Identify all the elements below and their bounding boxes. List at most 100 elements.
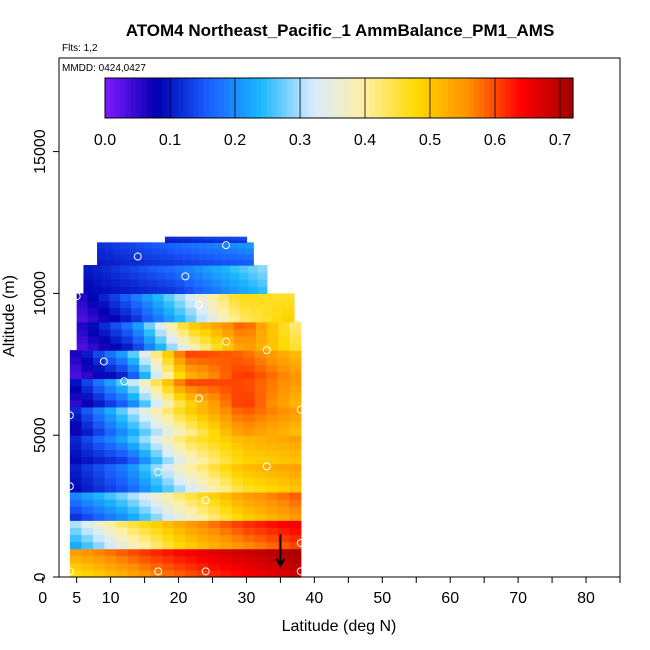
heatmap-cell-r4 [289, 435, 302, 443]
sample-point [296, 405, 305, 414]
heatmap-cell-r2 [208, 506, 221, 514]
heatmap-cell-r7 [208, 371, 221, 380]
heatmap-cell-r3 [162, 470, 175, 479]
heatmap-cell-r0 [150, 548, 163, 557]
heatmap-cell-r1 [69, 520, 83, 528]
heatmap-cell-r5 [289, 428, 302, 436]
heatmap-cell-r12 [173, 240, 178, 243]
heatmap-cell-r2 [289, 499, 302, 507]
heatmap-cell-r3 [289, 477, 302, 486]
heatmap-cell-r5 [196, 413, 210, 422]
heatmap-cell-r3 [208, 470, 221, 479]
heatmap-cell-r8 [188, 328, 201, 337]
heatmap-cell-r6 [92, 392, 106, 401]
heatmap-cell-r7 [185, 364, 198, 372]
heatmap-cell-r9 [250, 293, 262, 302]
heatmap-cell-r12 [242, 240, 248, 243]
heatmap-cell-r3 [127, 484, 140, 493]
heatmap-cell-r4 [104, 442, 117, 450]
colorbar-swatch [531, 78, 538, 118]
heatmap-cell-r2 [92, 506, 106, 514]
heatmap-cell-r7 [104, 364, 117, 372]
heatmap-cell-r12 [177, 238, 182, 241]
heatmap-cell-r7 [277, 350, 290, 358]
heatmap-cell-r2 [254, 506, 267, 514]
heatmap-cell-r5 [277, 406, 290, 415]
heatmap-cell-r12 [193, 240, 199, 243]
heatmap-cell-r7 [127, 364, 140, 372]
heatmap-cell-r11 [229, 248, 239, 255]
colorbar-swatch [526, 78, 532, 118]
heatmap-cell-r4 [104, 449, 117, 458]
heatmap-cell-r10 [147, 286, 158, 294]
heatmap-cell-r7 [266, 371, 279, 380]
heatmap-cell-r3 [185, 477, 198, 486]
heatmap-cell-r0 [243, 569, 256, 578]
heatmap-cell-r6 [219, 392, 233, 401]
heatmap-cell-r10 [165, 265, 176, 273]
colorbar-swatch [183, 78, 189, 118]
heatmap-cell-r1 [162, 541, 175, 550]
sample-point [194, 300, 203, 309]
heatmap-cell-r4 [116, 456, 129, 465]
heatmap-cell-r10 [193, 272, 204, 280]
heatmap-cell-r0 [92, 569, 106, 578]
heatmap-cell-r7 [139, 357, 152, 365]
heatmap-cell-r8 [99, 321, 111, 330]
colorbar-swatch [261, 78, 267, 118]
heatmap-cell-r6 [208, 399, 221, 408]
heatmap-cell-r2 [150, 513, 163, 521]
heatmap-cell-r4 [81, 456, 94, 465]
heatmap-cell-r10 [92, 265, 103, 273]
heatmap-cell-r10 [110, 272, 121, 280]
heatmap-cell-r1 [266, 541, 279, 550]
colorbar-swatch [105, 78, 111, 118]
colorbar-swatch [349, 78, 356, 118]
heatmap-cell-r1 [92, 534, 106, 543]
heatmap-cell-r5 [277, 421, 290, 429]
heatmap-cell-r0 [185, 548, 198, 557]
heatmap-cell-r9 [130, 300, 143, 309]
heatmap-cell-r11 [237, 242, 247, 249]
heatmap-cell-r5 [104, 421, 117, 429]
heatmap-cell-r3 [139, 463, 152, 472]
heatmap-cell-r7 [266, 357, 279, 365]
heatmap-cell-r8 [121, 335, 134, 344]
heatmap-cell-r9 [152, 293, 165, 302]
heatmap-cell-r6 [116, 378, 129, 387]
heatmap-cell-r12 [169, 240, 174, 243]
heatmap-cell-r3 [231, 463, 244, 472]
heatmap-cell-r3 [173, 477, 186, 486]
heatmap-cell-r9 [87, 300, 99, 309]
heatmap-cell-r2 [277, 513, 290, 521]
heatmap-cell-r5 [69, 428, 83, 436]
heatmap-cell-r9 [228, 300, 241, 309]
heatmap-cell-r9 [130, 293, 143, 302]
heatmap-cell-r2 [219, 513, 233, 521]
heatmap-cell-r0 [208, 548, 221, 557]
heatmap-cell-r1 [116, 534, 129, 543]
colorbar-swatch [307, 78, 314, 118]
heatmap-cell-r3 [69, 484, 83, 493]
heatmap-cell-r4 [243, 435, 256, 443]
heatmap-cell-r3 [127, 477, 140, 486]
heatmap-cell-r8 [99, 328, 111, 337]
heatmap-cell-r6 [69, 385, 83, 394]
heatmap-cell-r3 [92, 470, 106, 479]
colorbar-tick-label: 0.7 [549, 132, 571, 149]
heatmap-cell-r0 [266, 555, 279, 564]
heatmap-cell-r5 [208, 421, 221, 429]
heatmap-cell-r3 [219, 484, 233, 493]
colorbar-swatch [375, 78, 382, 118]
heatmap-cell-r0 [208, 562, 221, 571]
heatmap-cell-r2 [266, 506, 279, 514]
heatmap-cell-r10 [138, 265, 149, 273]
heatmap-cell-r1 [289, 520, 302, 528]
heatmap-cell-r2 [266, 491, 279, 500]
heatmap-cell-r7 [173, 357, 186, 365]
heatmap-cell-r0 [139, 555, 152, 564]
heatmap-cell-r2 [243, 513, 256, 521]
heatmap-cell-r3 [254, 470, 267, 479]
heatmap-cell-r4 [162, 449, 175, 458]
heatmap-cell-r5 [69, 413, 83, 422]
